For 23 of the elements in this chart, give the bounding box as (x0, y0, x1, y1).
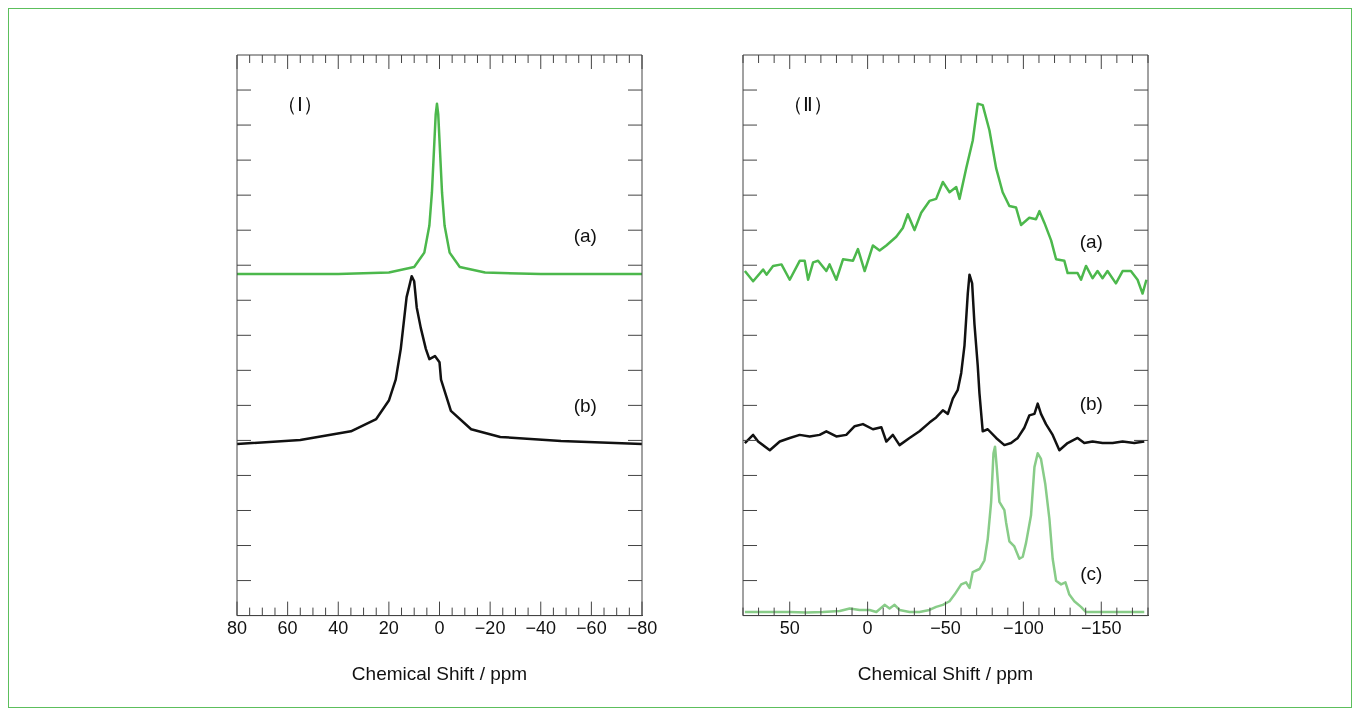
chart-title: （Ⅱ） (783, 92, 833, 115)
x-tick-label: −150 (1081, 618, 1122, 639)
x-tick-label: 40 (328, 618, 349, 639)
x-tick-label: −100 (1003, 618, 1044, 639)
x-tick-label: −40 (525, 618, 557, 639)
x-tick-label: −80 (626, 618, 658, 639)
x-tick-label: 50 (779, 618, 800, 639)
series-label: (a) (1079, 230, 1103, 252)
x-tick-label: 0 (434, 618, 445, 639)
x-tick-label: −50 (930, 618, 961, 639)
series-label: (b) (573, 395, 597, 417)
x-tick-label: 80 (226, 618, 248, 639)
x-tick-label: 60 (277, 618, 298, 639)
x-tick-label: 20 (378, 618, 399, 639)
series-label: (a) (573, 225, 597, 247)
x-tick-label: −20 (474, 618, 506, 639)
x-tick-label: −60 (576, 618, 607, 639)
x-axis-title: Chemical Shift / ppm (857, 662, 1034, 684)
series-label: (c) (1080, 563, 1103, 585)
series-label: (b) (1079, 392, 1103, 414)
chart-title: （Ⅰ） (277, 92, 323, 115)
x-axis-title: Chemical Shift / ppm (351, 662, 528, 684)
x-tick-label: 0 (862, 618, 873, 639)
